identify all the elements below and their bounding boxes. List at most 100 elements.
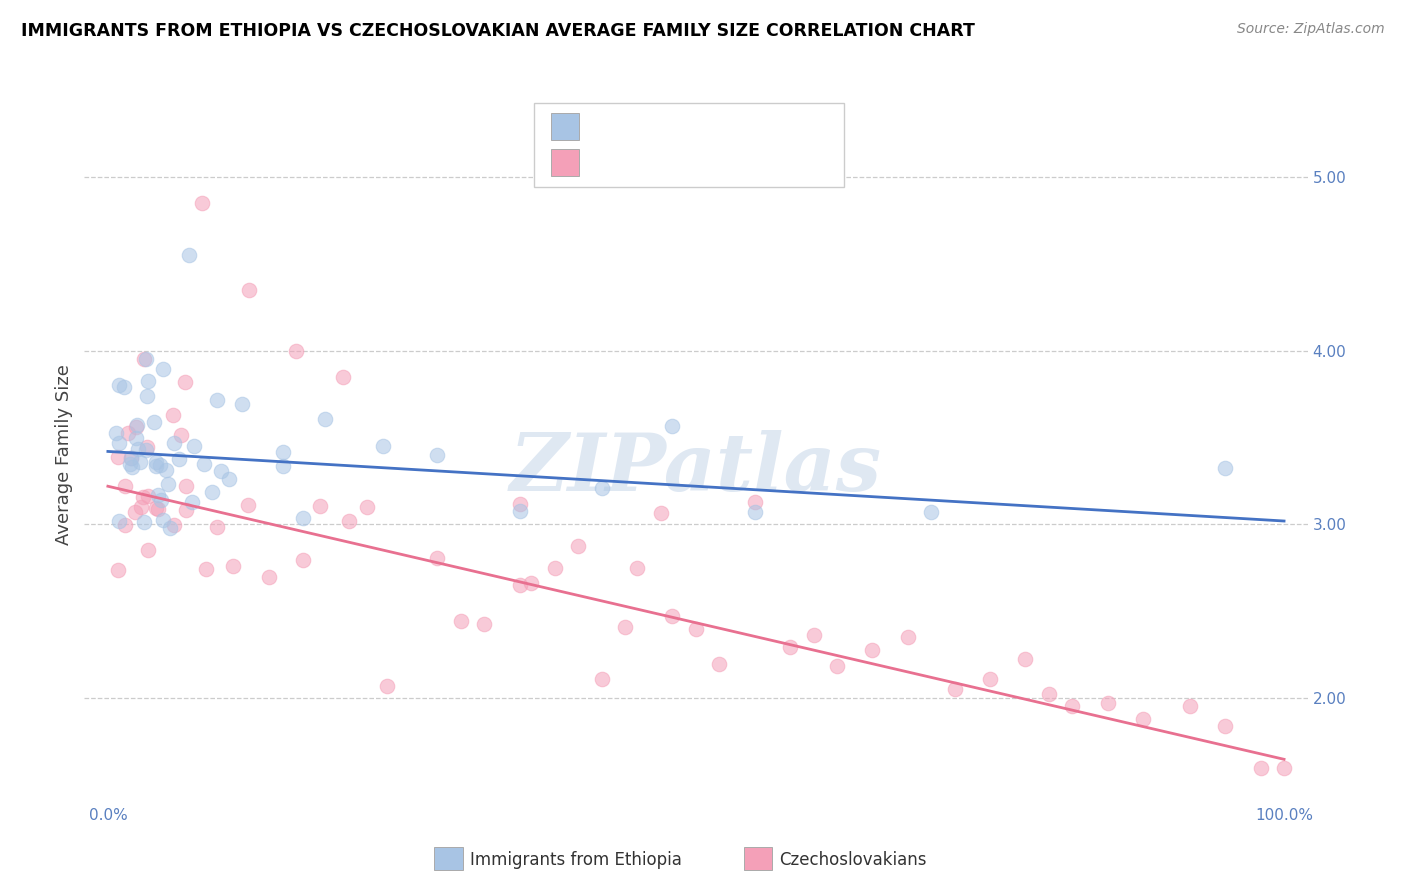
Point: [271, 458, 294, 473]
Point: [173, 375, 195, 389]
Point: [155, 462, 177, 476]
Point: [1178, 698, 1201, 713]
Point: [205, 519, 228, 533]
Point: [148, 487, 170, 501]
Text: -0.442: -0.442: [628, 157, 682, 175]
Point: [825, 659, 848, 673]
Point: [127, 442, 149, 457]
Point: [426, 448, 449, 462]
Point: [238, 283, 260, 297]
Text: IMMIGRANTS FROM ETHIOPIA VS CZECHOSLOVAKIAN AVERAGE FAMILY SIZE CORRELATION CHAR: IMMIGRANTS FROM ETHIOPIA VS CZECHOSLOVAK…: [21, 22, 974, 40]
Point: [509, 498, 531, 512]
Point: [591, 481, 613, 495]
Point: [218, 472, 240, 486]
Point: [285, 343, 308, 358]
Point: [356, 500, 378, 514]
Text: Source: ZipAtlas.com: Source: ZipAtlas.com: [1237, 22, 1385, 37]
Text: N =: N =: [689, 120, 741, 137]
Point: [107, 450, 129, 464]
Point: [125, 432, 148, 446]
Point: [591, 673, 613, 687]
Point: [567, 539, 589, 553]
Point: [157, 476, 180, 491]
Point: [176, 479, 198, 493]
Point: [112, 380, 135, 394]
Point: [1014, 652, 1036, 666]
Point: [222, 559, 245, 574]
Point: [920, 505, 942, 519]
Point: [104, 425, 127, 440]
Point: [509, 504, 531, 518]
Point: [191, 195, 214, 210]
Point: [375, 679, 398, 693]
Point: [114, 479, 136, 493]
Point: [159, 521, 181, 535]
Point: [180, 495, 202, 509]
Point: [163, 435, 186, 450]
Point: [314, 411, 336, 425]
Point: [205, 393, 228, 408]
Point: [1213, 718, 1236, 732]
Point: [744, 494, 766, 508]
Point: [135, 352, 157, 367]
Point: [520, 576, 543, 591]
Point: [544, 561, 567, 575]
Text: Czechoslovakians: Czechoslovakians: [779, 851, 927, 869]
Point: [121, 460, 143, 475]
Point: [136, 489, 159, 503]
Text: R =: R =: [586, 157, 623, 175]
Point: [117, 426, 139, 441]
Point: [426, 551, 449, 566]
Point: [194, 562, 217, 576]
Point: [450, 614, 472, 628]
Point: [108, 514, 131, 528]
Point: [509, 578, 531, 592]
Point: [135, 389, 157, 403]
Point: [145, 459, 167, 474]
Point: [183, 439, 205, 453]
Point: [291, 511, 314, 525]
Point: [744, 505, 766, 519]
Point: [143, 415, 166, 429]
Point: [472, 617, 495, 632]
Point: [176, 503, 198, 517]
Point: [136, 441, 159, 455]
Point: [614, 620, 637, 634]
Point: [132, 352, 155, 367]
Point: [1132, 712, 1154, 726]
Point: [136, 542, 159, 557]
Point: [860, 643, 883, 657]
Point: [136, 374, 159, 388]
Point: [308, 499, 330, 513]
Point: [152, 513, 174, 527]
Point: [685, 623, 707, 637]
Point: [120, 450, 142, 465]
Text: Immigrants from Ethiopia: Immigrants from Ethiopia: [470, 851, 682, 869]
Point: [150, 492, 173, 507]
Point: [135, 442, 157, 457]
Point: [107, 436, 129, 450]
Text: R =: R =: [586, 120, 623, 137]
Point: [152, 361, 174, 376]
Point: [107, 563, 129, 577]
Point: [134, 515, 156, 529]
Point: [257, 569, 280, 583]
Point: [129, 454, 152, 468]
Point: [1272, 761, 1295, 775]
Point: [201, 484, 224, 499]
Point: [118, 457, 141, 471]
Text: -0.135: -0.135: [628, 120, 682, 137]
Point: [1213, 461, 1236, 475]
Point: [125, 417, 148, 432]
Point: [162, 408, 184, 422]
Point: [1038, 687, 1060, 701]
Point: [114, 518, 136, 533]
Point: [163, 518, 186, 533]
Point: [709, 657, 731, 671]
Point: [979, 673, 1001, 687]
Point: [129, 500, 152, 515]
Point: [897, 631, 920, 645]
Point: [120, 450, 142, 465]
Point: [332, 369, 354, 384]
Point: [779, 640, 801, 654]
